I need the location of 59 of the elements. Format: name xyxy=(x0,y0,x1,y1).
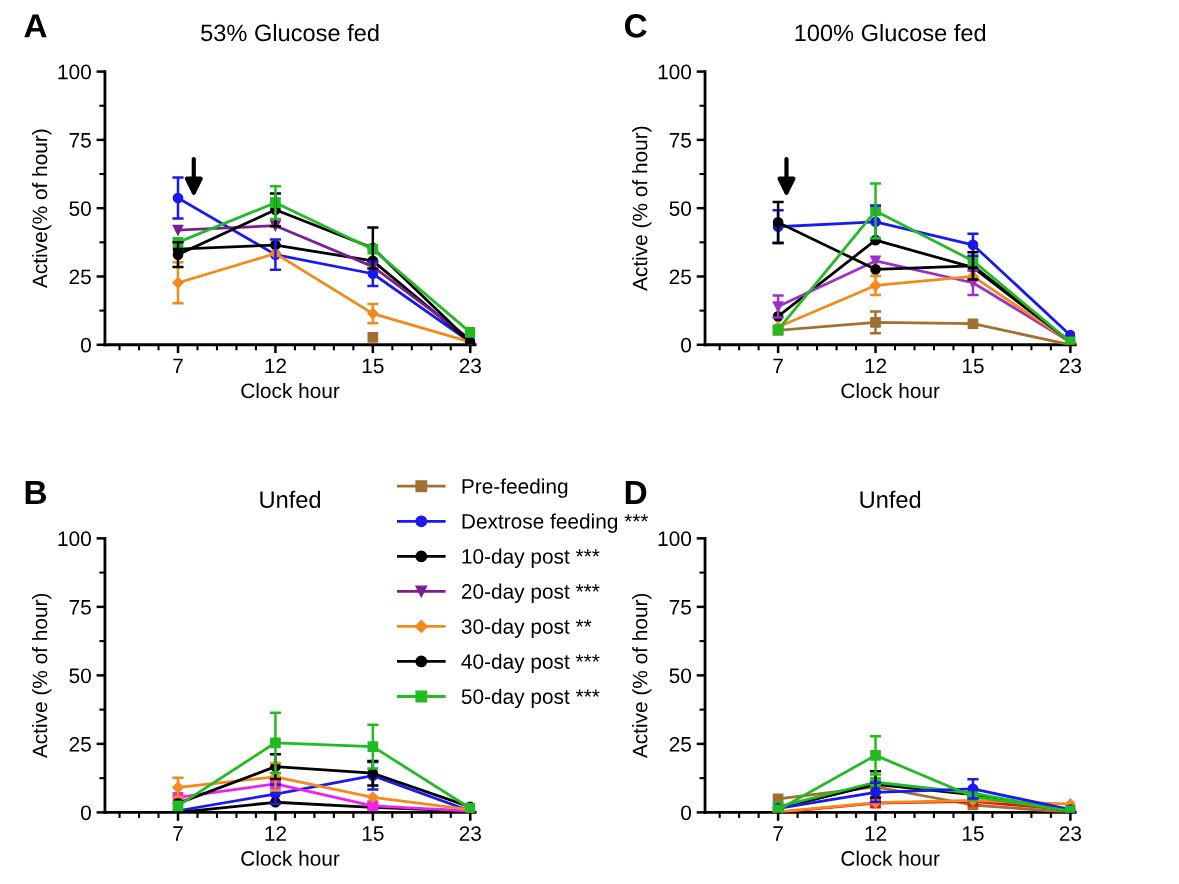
chart-title: Unfed xyxy=(260,490,321,509)
x-tick-label: 7 xyxy=(173,826,183,841)
y-tick-label: 0 xyxy=(80,805,91,821)
x-tick-label: 12 xyxy=(865,358,887,374)
y-tick-label: 25 xyxy=(69,736,91,752)
y-tick-label: 75 xyxy=(669,600,691,615)
y-tick-label: 25 xyxy=(69,269,91,285)
y-tick-label: 0 xyxy=(80,337,91,353)
x-axis-title: Clock hour xyxy=(241,382,340,399)
x-tick-label: 12 xyxy=(265,358,286,374)
y-tick-label: 50 xyxy=(669,668,692,684)
y-axis-title: Active (% of hour) xyxy=(632,593,652,759)
text: B xyxy=(25,481,47,505)
x-axis-title: Clock hour xyxy=(241,850,340,866)
y-tick-label: 75 xyxy=(69,600,91,615)
text: D xyxy=(625,481,647,505)
y-tick-label: 25 xyxy=(669,269,691,285)
y-axis-title: Active (% of hour) xyxy=(32,593,52,759)
x-tick-label: 7 xyxy=(173,358,183,374)
legend-label: Dextrose feeding *** xyxy=(462,513,649,533)
y-tick-label: 50 xyxy=(69,201,91,216)
x-tick-label: 15 xyxy=(962,358,984,374)
y-tick-label: 100 xyxy=(58,64,91,80)
y-tick-label: 75 xyxy=(669,133,691,148)
y-tick-label: 100 xyxy=(58,531,91,547)
x-tick-label: 23 xyxy=(1059,826,1082,841)
x-tick-label: 15 xyxy=(962,826,984,841)
legend-label: 30-day post ** xyxy=(461,618,592,639)
x-axis-title: Clock hour xyxy=(841,850,940,866)
x-tick-label: 15 xyxy=(362,826,384,841)
y-tick-label: 0 xyxy=(681,805,692,821)
y-tick-label: 100 xyxy=(658,531,692,547)
chart-title: Unfed xyxy=(860,490,921,509)
y-axis-title: Active(% of hour) xyxy=(32,129,52,289)
x-tick-label: 7 xyxy=(773,358,783,374)
y-tick-label: 75 xyxy=(69,133,91,148)
y-tick-label: 100 xyxy=(658,64,692,80)
legend-label: 50-day post *** xyxy=(461,688,600,709)
x-tick-label: 23 xyxy=(1059,358,1082,374)
legend-label: 40-day post *** xyxy=(461,653,600,674)
chart-title: 100% Glucose fed xyxy=(795,23,986,42)
x-tick-label: 12 xyxy=(265,826,286,841)
y-tick-label: 50 xyxy=(669,201,692,216)
legend-label: 20-day post *** xyxy=(461,583,600,603)
y-tick-label: 25 xyxy=(669,736,691,752)
y-axis-title: Active (% of hour) xyxy=(632,126,652,291)
y-tick-label: 50 xyxy=(69,668,91,684)
x-axis-title: Clock hour xyxy=(841,382,940,399)
legend-label: Pre-feeding xyxy=(462,478,568,498)
x-tick-label: 7 xyxy=(773,826,783,841)
x-tick-label: 15 xyxy=(362,358,384,374)
x-tick-label: 23 xyxy=(459,826,481,841)
x-tick-label: 23 xyxy=(459,358,481,374)
y-tick-label: 0 xyxy=(681,337,692,353)
legend-label: 10-day post *** xyxy=(462,548,600,568)
chart-title: 53% Glucose fed xyxy=(201,23,379,42)
x-tick-label: 12 xyxy=(865,826,887,841)
text: C xyxy=(624,14,647,38)
text: A xyxy=(24,14,47,38)
